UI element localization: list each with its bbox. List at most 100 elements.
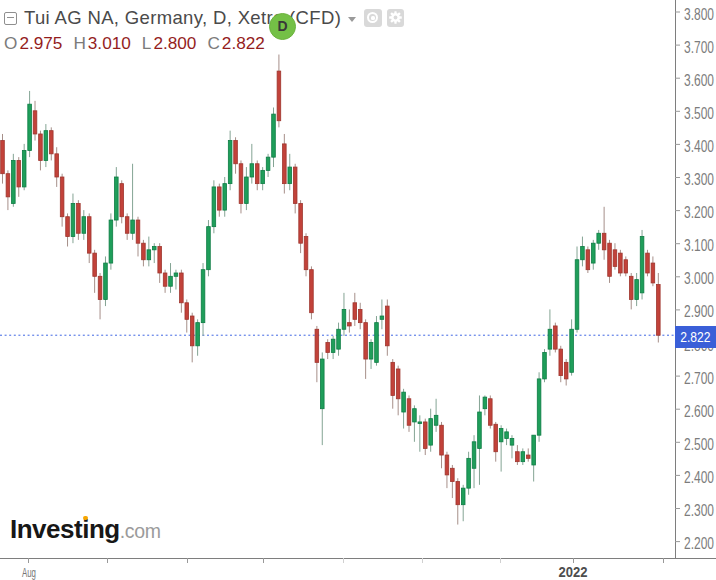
collapse-icon[interactable] xyxy=(4,12,17,25)
candle xyxy=(499,425,503,471)
ohlc-row: O2.975 H3.010 L2.800 C2.822 xyxy=(4,33,404,54)
high-value: 3.010 xyxy=(88,33,131,53)
price-axis-label: 3.800 xyxy=(684,6,714,23)
candle xyxy=(456,478,460,524)
candle xyxy=(413,405,417,441)
price-axis-label: 3.100 xyxy=(684,237,714,254)
candle xyxy=(348,309,352,332)
candle xyxy=(315,326,319,382)
price-axis-label: 2.400 xyxy=(684,469,714,486)
candle xyxy=(581,237,585,267)
candle xyxy=(49,127,53,160)
time-axis-label: 2022 xyxy=(559,564,588,580)
candle xyxy=(320,352,324,445)
candle xyxy=(467,452,471,495)
candle xyxy=(152,243,156,263)
logo-orange-dot-i: i xyxy=(82,514,89,544)
candle xyxy=(293,164,297,214)
candle xyxy=(131,164,135,240)
candle xyxy=(6,170,10,210)
candle xyxy=(358,303,362,329)
candle xyxy=(28,91,32,157)
candle xyxy=(326,339,330,359)
candle xyxy=(190,313,194,363)
candle xyxy=(640,230,644,300)
candle xyxy=(207,220,211,276)
candle xyxy=(510,435,514,458)
candle xyxy=(304,233,308,276)
candle xyxy=(239,160,243,213)
candle xyxy=(629,273,633,309)
low-value: 2.800 xyxy=(153,33,196,53)
candle xyxy=(17,157,21,197)
interval-marker-badge[interactable]: D xyxy=(269,13,296,40)
price-axis-label: 3.700 xyxy=(684,39,714,56)
candle xyxy=(93,250,97,293)
candle xyxy=(472,435,476,488)
candle xyxy=(218,184,222,217)
candle xyxy=(646,250,650,276)
candle xyxy=(369,339,373,369)
close-label: C xyxy=(207,33,219,53)
chart-header: Tui AG NA, Germany, D, Xetra (CFD) O2.97… xyxy=(4,7,404,54)
candlestick-chart: 3.8003.7003.6003.5003.4003.3003.2003.100… xyxy=(0,0,716,580)
low-label: L xyxy=(142,33,152,53)
candle xyxy=(255,160,259,190)
candle xyxy=(591,240,595,270)
high-label: H xyxy=(73,33,85,53)
candle xyxy=(478,395,482,484)
last-price-tag: 2.822 xyxy=(675,326,716,348)
candle xyxy=(423,419,427,455)
price-axis-label: 3.300 xyxy=(684,171,714,188)
candle xyxy=(185,299,189,332)
time-axis-label: Aug xyxy=(22,565,36,580)
candle xyxy=(299,200,303,253)
price-axis-label: 2.500 xyxy=(684,436,714,453)
candle xyxy=(521,448,525,465)
candle xyxy=(434,399,438,432)
candle xyxy=(418,415,422,451)
candle xyxy=(396,366,400,416)
candle xyxy=(613,243,617,269)
candle xyxy=(201,263,205,336)
price-axis-label: 2.200 xyxy=(684,535,714,552)
chevron-down-icon[interactable] xyxy=(348,17,356,26)
candle xyxy=(163,270,167,293)
candle xyxy=(483,395,487,415)
candle xyxy=(570,319,574,375)
candle xyxy=(261,167,265,190)
candle xyxy=(120,180,124,223)
candle xyxy=(98,273,102,319)
candle xyxy=(624,256,628,276)
candle xyxy=(310,266,314,319)
candle xyxy=(44,124,48,167)
candle xyxy=(489,395,493,428)
candle xyxy=(109,213,113,269)
candle xyxy=(245,167,249,210)
candle xyxy=(554,323,558,353)
candle xyxy=(608,240,612,283)
candle xyxy=(543,349,547,382)
candle xyxy=(277,55,281,128)
candle xyxy=(597,230,601,250)
candle xyxy=(66,213,70,246)
candle xyxy=(82,210,86,240)
candle xyxy=(174,270,178,290)
candle xyxy=(223,177,227,217)
candle xyxy=(386,299,390,355)
candle xyxy=(548,309,552,355)
candle xyxy=(272,107,276,167)
candle xyxy=(407,395,411,431)
open-value: 2.975 xyxy=(19,33,62,53)
price-axis-label: 2.700 xyxy=(684,370,714,387)
candle xyxy=(364,319,368,379)
candle xyxy=(1,134,5,184)
candle xyxy=(342,293,346,336)
candle xyxy=(266,154,270,177)
candle xyxy=(380,299,384,329)
settings-button[interactable] xyxy=(387,9,405,27)
candle xyxy=(228,131,232,191)
candle xyxy=(104,256,108,306)
visibility-button[interactable] xyxy=(364,9,382,27)
candle xyxy=(429,409,433,452)
